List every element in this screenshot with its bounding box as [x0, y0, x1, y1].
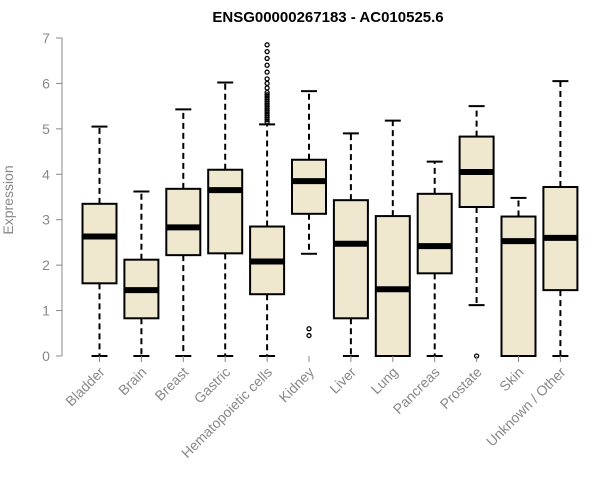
x-tick-label: Unknown / Other	[483, 364, 569, 450]
outlier-point	[306, 332, 312, 339]
box-brain	[123, 190, 160, 357]
y-axis-ticks: 0 1 2 3 4 5 6 7	[42, 30, 62, 364]
box-iqr	[374, 215, 411, 357]
outlier-point	[264, 42, 270, 48]
outlier-point	[264, 69, 270, 75]
box-bladder	[81, 125, 118, 357]
y-tick-label: 7	[42, 30, 50, 46]
box-iqr	[81, 202, 118, 285]
chart-title: ENSG00000267183 - AC010525.6	[212, 9, 443, 26]
box-iqr	[207, 168, 244, 255]
box-iqr	[291, 158, 327, 215]
box-iqr	[500, 215, 537, 357]
box-breast	[165, 108, 202, 357]
outlier-point	[264, 85, 270, 91]
x-tick-label: Skin	[496, 364, 527, 395]
box-skin	[500, 196, 537, 357]
y-tick-label: 4	[42, 166, 50, 182]
y-axis-label: Expression	[0, 165, 16, 234]
boxes-group	[81, 42, 579, 359]
box-kidney	[291, 90, 327, 339]
outlier-point	[264, 48, 270, 55]
outlier-point	[264, 92, 270, 98]
x-tick-label: Brain	[115, 364, 149, 398]
y-tick-label: 2	[42, 257, 50, 273]
x-tick-label: Pancreas	[390, 364, 443, 417]
box-gastric	[207, 81, 244, 357]
box-prostate	[458, 105, 495, 359]
box-iqr	[332, 199, 369, 320]
box-iqr	[165, 187, 202, 257]
outlier-point	[264, 80, 270, 87]
x-tick-label: Lung	[368, 364, 401, 397]
box-pancreas	[416, 160, 453, 357]
y-tick-label: 0	[42, 348, 50, 364]
x-tick-label: Kidney	[276, 364, 318, 406]
y-tick-label: 1	[42, 303, 50, 319]
outlier-point	[306, 326, 312, 332]
x-tick-label: Bladder	[62, 364, 108, 410]
outlier-point	[264, 76, 270, 82]
box-hematopoietic-cells	[249, 42, 286, 357]
outlier-point	[264, 62, 270, 68]
y-tick-label: 5	[42, 121, 50, 137]
outlier-point	[264, 55, 270, 62]
box-lung	[374, 119, 411, 357]
y-tick-label: 6	[42, 75, 50, 91]
x-tick-label: Breast	[151, 364, 191, 404]
x-tick-label: Prostate	[437, 364, 485, 412]
box-iqr	[416, 192, 453, 275]
box-unknown-other	[542, 80, 579, 357]
y-tick-label: 3	[42, 212, 50, 228]
box-liver	[332, 132, 369, 357]
x-tick-label: Liver	[326, 364, 359, 397]
